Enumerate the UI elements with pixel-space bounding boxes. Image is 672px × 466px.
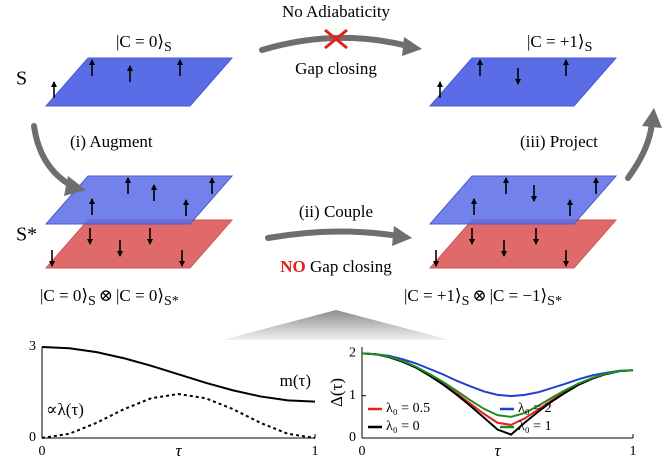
spin-head	[437, 81, 443, 87]
couple-label: (ii) Couple	[299, 202, 373, 221]
y-tick-label: 0	[349, 430, 356, 445]
ket: |C = 0⟩	[116, 32, 164, 51]
legend-label: λ₀ = 2	[518, 401, 552, 416]
x-tick-label: 1	[630, 444, 637, 459]
no: NO	[280, 257, 306, 276]
ket: |C = +1⟩	[404, 286, 462, 305]
otimes: ⊗	[99, 286, 113, 305]
project-label: (iii) Project	[520, 132, 598, 151]
subscript: S	[88, 294, 96, 309]
s-label: S	[16, 68, 27, 90]
subscript: S	[462, 294, 470, 309]
figure: No Adiabaticity Gap closing |C = 0⟩S |C …	[0, 0, 672, 466]
no-adiabaticity: No Adiabaticity	[282, 2, 391, 21]
x-axis-label: τ	[175, 441, 182, 460]
s-star-label: S*	[16, 224, 37, 246]
gap-closing: Gap closing	[310, 257, 392, 276]
series-line	[362, 353, 633, 396]
ket: |C = +1⟩	[527, 32, 585, 51]
series-label: m(τ)	[280, 371, 311, 390]
spin-head	[51, 81, 57, 87]
x-tick-label: 1	[312, 444, 319, 459]
y-tick-label: 2	[349, 346, 356, 361]
arrow-head	[402, 37, 422, 56]
zoom-wedge	[222, 310, 450, 340]
legend-label: λ₀ = 0	[386, 419, 420, 434]
blue-sheet	[430, 176, 616, 224]
y-tick-label: 3	[29, 339, 36, 354]
augment-arrow	[34, 126, 72, 186]
subscript: S	[164, 40, 172, 55]
sheets	[46, 58, 616, 268]
series-label: ∝λ(τ)	[46, 400, 84, 419]
ket: |C = −1⟩	[490, 286, 548, 305]
subscript: S*	[547, 294, 562, 309]
project-arrow	[628, 122, 652, 178]
x-axis-label: τ	[494, 441, 501, 460]
subscript: S*	[164, 294, 179, 309]
no-gap-closing: NO Gap closing	[280, 257, 392, 276]
ket: |C = 0⟩	[116, 286, 164, 305]
subscript: S	[585, 40, 593, 55]
x-tick-label: 0	[359, 444, 366, 459]
couple-arrow	[268, 231, 398, 238]
blue-sheet	[430, 58, 616, 106]
red-sheet	[430, 220, 616, 268]
arrow-head	[392, 226, 412, 246]
x-tick-label: 0	[39, 444, 46, 459]
gap-closing: Gap closing	[295, 59, 377, 78]
blue-sheet	[46, 58, 232, 106]
legend-label: λ₀ = 0.5	[386, 401, 430, 416]
legend-label: λ₀ = 1	[518, 419, 552, 434]
state-label: |C = +1⟩S	[527, 32, 592, 55]
product-state: |C = +1⟩S⊗|C = −1⟩S*	[404, 286, 562, 309]
augment-label: (i) Augment	[70, 132, 153, 151]
arrow-head	[642, 108, 662, 128]
ket: |C = 0⟩	[40, 286, 88, 305]
otimes: ⊗	[472, 286, 486, 305]
y-tick-label: 1	[349, 388, 356, 403]
red-sheet	[46, 220, 232, 268]
state-label: |C = 0⟩S	[116, 32, 172, 55]
product-state: |C = 0⟩S⊗|C = 0⟩S*	[40, 286, 179, 309]
y-tick-label: 0	[29, 430, 36, 445]
y-axis-label: Δ(τ)	[327, 378, 346, 407]
